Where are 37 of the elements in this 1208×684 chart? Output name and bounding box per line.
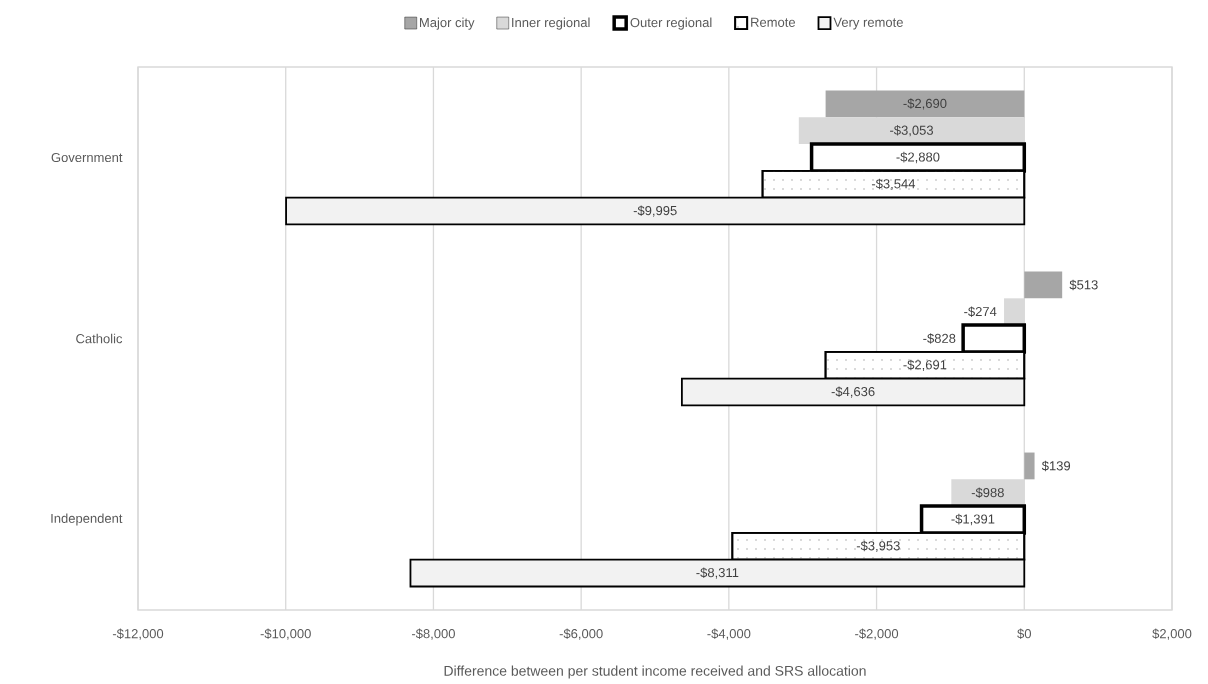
legend-label: Outer regional bbox=[630, 17, 712, 30]
data-label: -$828 bbox=[923, 333, 956, 344]
data-label: -$9,995 bbox=[633, 205, 677, 217]
bar bbox=[798, 117, 1025, 145]
legend-label: Major city bbox=[419, 17, 475, 30]
bar bbox=[825, 90, 1025, 118]
data-label: -$2,880 bbox=[896, 151, 940, 164]
x-tick-label: $0 bbox=[1017, 628, 1031, 640]
data-label: -$988 bbox=[971, 487, 1004, 498]
data-label: -$3,053 bbox=[890, 125, 934, 137]
legend-label: Very remote bbox=[833, 17, 903, 30]
data-label: -$274 bbox=[964, 306, 997, 317]
x-axis-title: Difference between per student income received and SRS allocation bbox=[444, 665, 866, 679]
y-tick-label: Government bbox=[51, 152, 123, 163]
data-label: -$1,391 bbox=[951, 513, 995, 526]
legend-label: Inner regional bbox=[512, 17, 590, 30]
data-label: -$2,690 bbox=[903, 98, 947, 110]
data-label: -$3,953 bbox=[856, 540, 900, 552]
y-tick-label: Catholic bbox=[76, 333, 123, 344]
data-label: $513 bbox=[1069, 279, 1098, 291]
x-tick-label: -$10,000 bbox=[260, 628, 311, 640]
x-tick-label: $2,000 bbox=[1152, 628, 1192, 640]
data-label: $139 bbox=[1041, 460, 1071, 472]
data-label: -$8,311 bbox=[696, 567, 739, 579]
x-tick-label: -$8,000 bbox=[411, 628, 455, 640]
x-tick-label: -$2,000 bbox=[855, 628, 899, 640]
bar bbox=[1024, 271, 1063, 299]
legend-label: Remote bbox=[751, 17, 796, 27]
data-label: -$3,544 bbox=[871, 178, 916, 190]
bar bbox=[1024, 452, 1035, 480]
x-tick-label: -$12,000 bbox=[112, 628, 164, 640]
x-tick-label: -$6,000 bbox=[559, 628, 603, 640]
x-tick-label: -$4,000 bbox=[707, 628, 751, 640]
bar bbox=[1004, 298, 1025, 326]
data-label: -$2,691 bbox=[903, 359, 947, 371]
data-label: -$4,636 bbox=[831, 386, 875, 398]
y-tick-label: Independent bbox=[51, 513, 123, 526]
